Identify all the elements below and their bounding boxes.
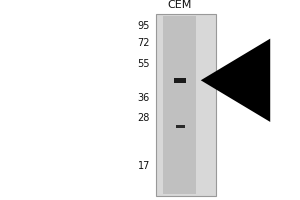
- Text: 55: 55: [137, 59, 150, 69]
- Bar: [156, 14, 216, 196]
- Text: 72: 72: [137, 38, 150, 48]
- Bar: [174, 78, 186, 83]
- Bar: [164, 16, 196, 194]
- Text: 17: 17: [138, 161, 150, 171]
- Text: 28: 28: [138, 113, 150, 123]
- Text: 36: 36: [138, 93, 150, 103]
- Text: CEM: CEM: [168, 0, 192, 10]
- Text: 95: 95: [138, 21, 150, 31]
- Bar: [176, 125, 184, 128]
